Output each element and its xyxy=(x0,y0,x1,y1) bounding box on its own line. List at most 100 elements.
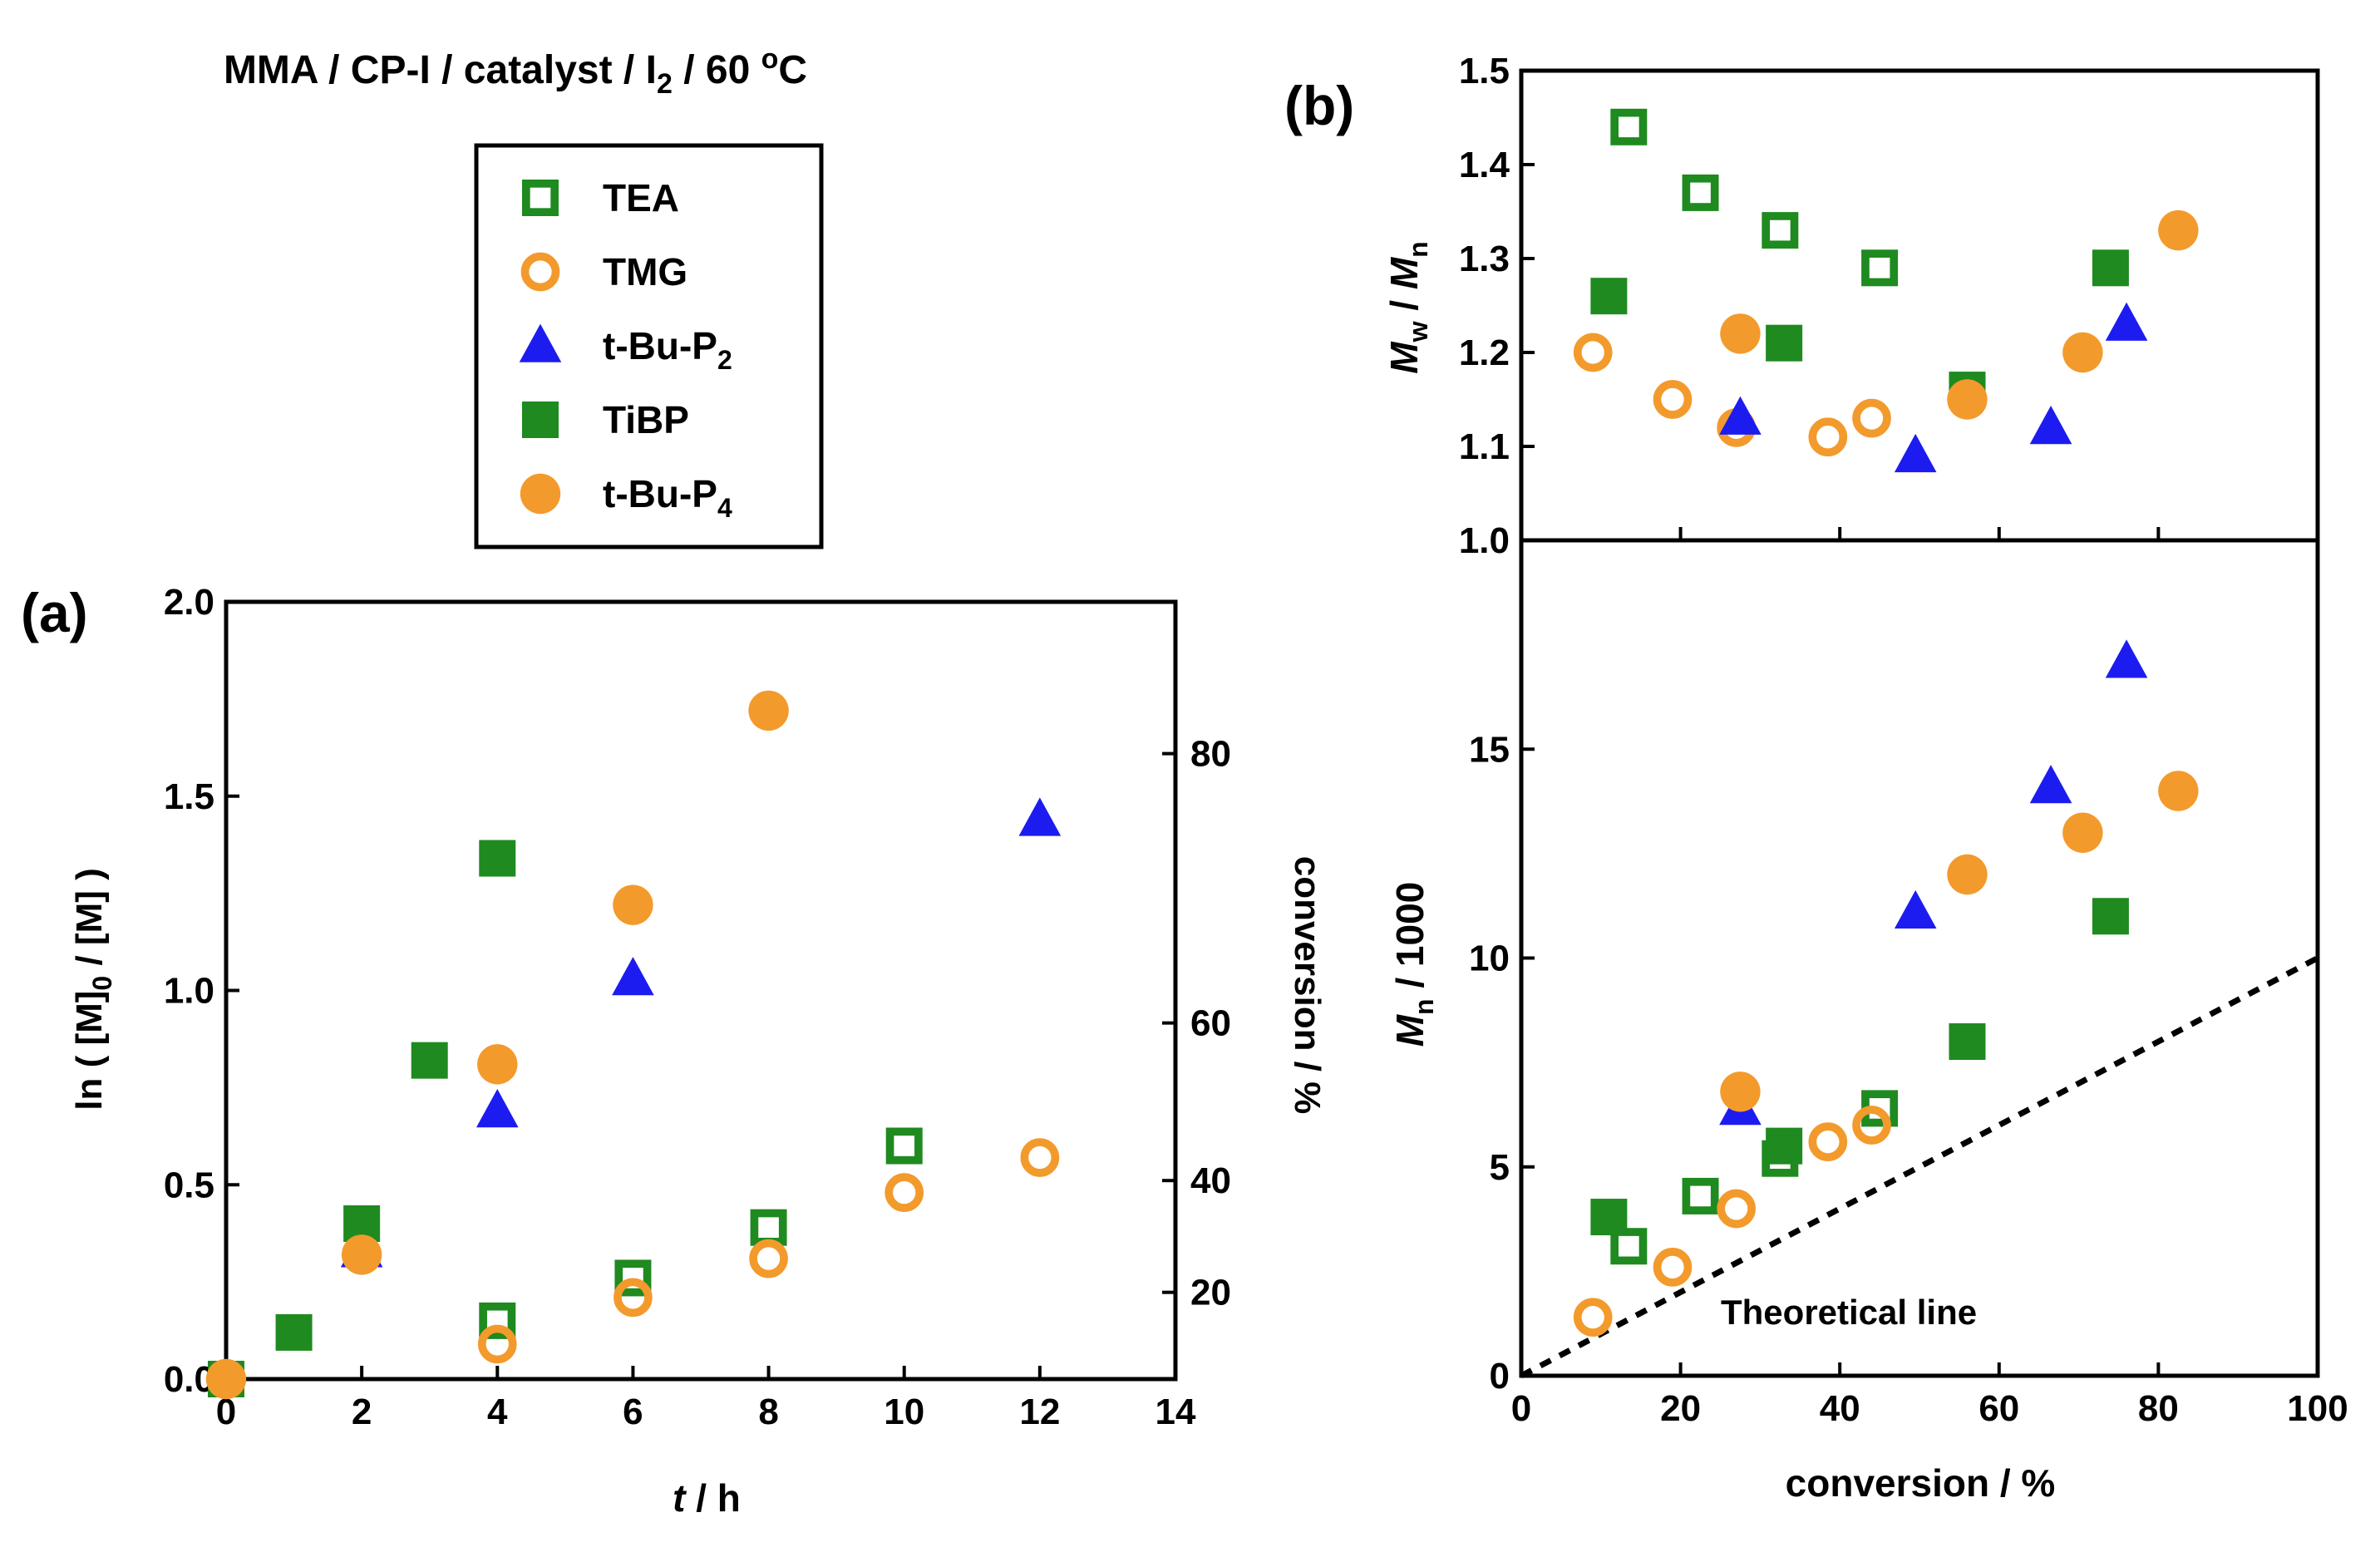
data-point-tea xyxy=(1610,1228,1648,1265)
data-point-tmg xyxy=(477,1324,517,1364)
chart-a-y-tick-label: 0.0 xyxy=(164,1359,214,1400)
data-point-tibp xyxy=(1949,1023,1986,1060)
legend-label-tibp: TiBP xyxy=(603,398,689,441)
legend-marker-tbup2 xyxy=(519,323,562,362)
data-point-tibp xyxy=(2092,898,2129,935)
data-point-tbup2 xyxy=(612,957,654,996)
legend-label-tbup4: t-Bu-P4 xyxy=(603,472,732,523)
data-point-tmg xyxy=(1717,1189,1756,1229)
chart-a-y-tick-label: 0.5 xyxy=(164,1165,214,1205)
chart-b-top: 1.0 1.1 1.2 1.3 1.4 1.5 Mw / Mn xyxy=(1382,51,2320,561)
data-point-tea xyxy=(750,1209,787,1246)
data-point-tibp xyxy=(1590,1199,1628,1236)
data-point-tmg xyxy=(1808,1122,1848,1161)
figure-title: MMA / CP-I / catalyst / I2 / 60 oC xyxy=(224,43,807,100)
chart-a-x-tick-label: 4 xyxy=(487,1392,508,1432)
legend-label-tmg: TMG xyxy=(603,250,687,293)
chart-a-y2-tick-label: 40 xyxy=(1190,1160,1231,1201)
data-point-tea xyxy=(885,1127,923,1165)
data-point-tbup2 xyxy=(2105,639,2148,678)
data-point-tmg xyxy=(1573,1298,1613,1337)
data-point-tbup4 xyxy=(613,884,653,925)
data-point-tbup2 xyxy=(2029,406,2072,445)
chart-b-bottom: 0 20 40 60 80 100 0 5 10 15 Theoretical line conv… xyxy=(1388,538,2348,1505)
legend-marker-tibp xyxy=(522,402,559,438)
chart-a-y-tick-label: 1.0 xyxy=(164,971,214,1012)
data-point-tibp xyxy=(1766,324,1803,362)
data-point-tea xyxy=(1682,174,1719,211)
chart-a-y-tick-label: 2.0 xyxy=(164,582,214,623)
chart-b-bottom-y-tick-label: 15 xyxy=(1469,729,1510,770)
data-point-tbup4 xyxy=(1720,1072,1761,1112)
chart-b-bottom-x-tick-label: 0 xyxy=(1511,1388,1531,1429)
data-point-tea xyxy=(1861,249,1899,287)
theoretical-line-label: Theoretical line xyxy=(1721,1293,1977,1332)
data-point-tbup4 xyxy=(748,690,789,732)
chart-a-y-tick-label: 1.5 xyxy=(164,776,214,817)
data-point-tea xyxy=(1610,108,1648,145)
data-point-tbup4 xyxy=(1720,313,1761,354)
panel-label-b: (b) xyxy=(1284,75,1354,136)
data-point-tmg xyxy=(1808,417,1848,457)
data-point-tbup4 xyxy=(2062,812,2103,853)
data-point-tbup2 xyxy=(1719,396,1762,435)
legend: TEA TMG t-Bu-P2 TiBP t-Bu-P4 xyxy=(474,143,824,549)
data-point-tbup4 xyxy=(1947,854,1988,895)
data-point-tibp xyxy=(1590,278,1628,315)
data-point-tea xyxy=(1682,1177,1719,1214)
data-point-tea xyxy=(479,1302,516,1339)
chart-b-bottom-x-tick-label: 100 xyxy=(2287,1388,2348,1429)
data-point-tmg xyxy=(613,1278,653,1318)
data-point-tbup2 xyxy=(1018,797,1062,836)
chart-a-y2-tick-label: 80 xyxy=(1190,734,1231,775)
chart-a-x-tick-label: 12 xyxy=(1019,1392,1060,1432)
chart-b-bottom-ylabel: Mn / 1000 xyxy=(1388,882,1439,1047)
legend-label-tbup2: t-Bu-P2 xyxy=(603,324,732,375)
data-point-tbup2 xyxy=(2029,765,2072,804)
chart-a-xlabel: t / h xyxy=(673,1476,741,1520)
data-point-tmg xyxy=(1653,380,1693,419)
legend-marker-tea xyxy=(522,179,559,216)
chart-b-bottom-x-tick-label: 80 xyxy=(2138,1388,2179,1429)
data-point-tmg xyxy=(1653,1248,1693,1287)
chart-b-top-y-tick-label: 1.4 xyxy=(1459,145,1510,185)
chart-b-bottom-y-tick-label: 0 xyxy=(1490,1356,1510,1397)
chart-b-bottom-xlabel: conversion / % xyxy=(1786,1461,2056,1505)
chart-a-x-tick-label: 6 xyxy=(623,1392,643,1432)
data-point-tbup2 xyxy=(476,1089,519,1128)
data-point-tmg xyxy=(1852,1106,1891,1145)
chart-b-top-ylabel: Mw / Mn xyxy=(1382,241,1433,373)
chart-b-bottom-y-tick-label: 5 xyxy=(1490,1147,1510,1188)
chart-b-top-y-tick-label: 1.3 xyxy=(1459,239,1510,279)
data-point-tbup2 xyxy=(1894,433,1937,473)
chart-b-bottom-x-tick-label: 40 xyxy=(1820,1388,1860,1429)
data-point-tmg xyxy=(1020,1138,1060,1177)
data-point-tmg xyxy=(884,1173,924,1212)
data-point-tbup4 xyxy=(2158,771,2199,811)
data-point-tbup4 xyxy=(205,1358,247,1400)
data-point-tmg xyxy=(1573,333,1613,372)
data-point-tibp xyxy=(2092,249,2129,287)
data-point-tibp xyxy=(479,840,516,877)
data-point-tea xyxy=(614,1259,652,1297)
chart-a-ylabel: ln ( [M]0 / [M] ) xyxy=(69,868,117,1110)
data-point-tbup4 xyxy=(2062,332,2103,373)
chart-a-y2label: conversion / % xyxy=(1287,856,1328,1115)
legend-box xyxy=(474,143,824,549)
legend-marker-tbup4 xyxy=(520,473,561,515)
chart-b-top-y-tick-label: 1.5 xyxy=(1459,51,1510,91)
legend-label-tea: TEA xyxy=(603,176,679,219)
chart-a-y2-tick-label: 60 xyxy=(1190,1003,1231,1044)
legend-marker-tmg xyxy=(520,252,560,292)
data-point-tmg xyxy=(749,1239,788,1278)
data-point-tbup4 xyxy=(341,1234,382,1275)
chart-b-bottom-x-tick-label: 60 xyxy=(1978,1388,2019,1429)
chart-b-bottom-x-tick-label: 20 xyxy=(1660,1388,1701,1429)
chart-a-x-tick-label: 8 xyxy=(758,1392,778,1432)
data-point-tibp xyxy=(1766,1127,1803,1165)
chart-a-x-tick-label: 2 xyxy=(352,1392,372,1432)
chart-a-x-tick-label: 14 xyxy=(1156,1392,1196,1432)
data-point-tea xyxy=(1762,212,1799,249)
